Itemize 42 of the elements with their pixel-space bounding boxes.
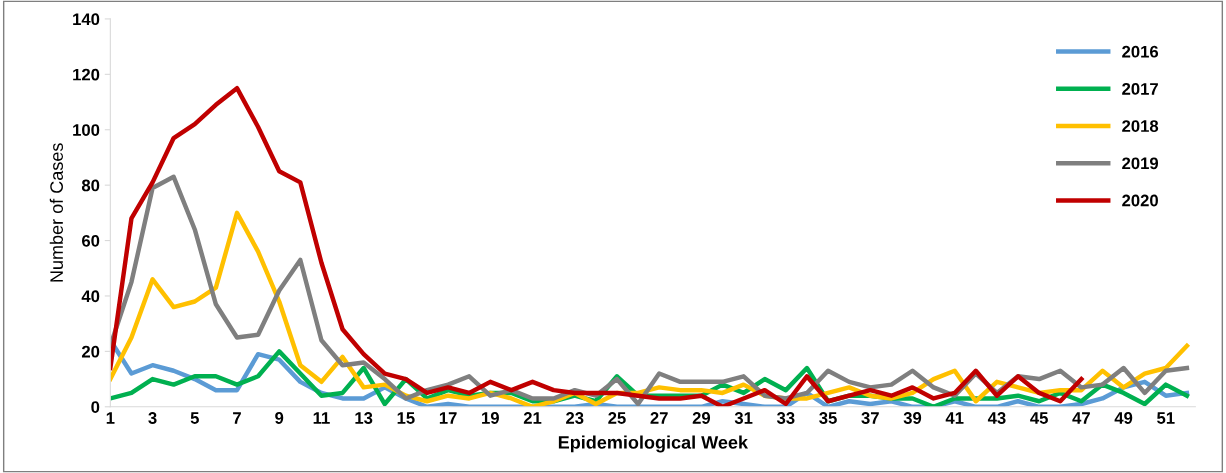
legend-label: 2016 (1122, 45, 1159, 58)
x-tick-label: 43 (987, 412, 1006, 424)
x-tick-label: 27 (650, 412, 668, 424)
y-tick-label: 100 (73, 124, 100, 136)
x-tick-label: 5 (190, 412, 199, 424)
legend-label: 2018 (1122, 120, 1159, 132)
y-tick-label: 120 (73, 68, 100, 81)
x-tick-label: 47 (1072, 412, 1090, 424)
x-tick-label: 35 (819, 412, 837, 424)
x-tick-label: 19 (482, 412, 499, 424)
x-tick-label: 33 (776, 412, 795, 424)
x-tick-label: 31 (734, 412, 753, 424)
legend-label: 2019 (1122, 157, 1159, 170)
x-tick-label: 9 (275, 412, 284, 424)
x-tick-label: 21 (523, 412, 542, 424)
line-series (110, 85, 1084, 407)
y-tick-label: 140 (73, 13, 100, 26)
legend-label: 2020 (1122, 194, 1158, 207)
x-tick-label: 45 (1030, 412, 1048, 424)
x-tick-label: 7 (233, 412, 241, 424)
x-tick-label: 29 (692, 412, 711, 424)
y-tick-label: 0 (91, 401, 100, 413)
x-tick-label: 39 (903, 412, 922, 424)
x-tick-label: 51 (1157, 412, 1175, 424)
x-tick-label: 25 (608, 412, 626, 424)
y-tick-label: 20 (81, 345, 100, 358)
x-axis-title: Epidemiological Week (558, 435, 749, 453)
x-tick-label: 17 (439, 412, 457, 424)
x-tick-label: 15 (397, 412, 415, 424)
x-tick-label: 11 (313, 412, 330, 424)
legend-label: 2017 (1122, 82, 1158, 95)
x-tick-label: 41 (945, 412, 964, 424)
y-tick-label: 80 (81, 179, 100, 192)
y-tick-label: 60 (82, 234, 100, 247)
x-tick-label: 23 (566, 412, 584, 424)
y-tick-label: 40 (81, 290, 100, 303)
x-tick-label: 3 (148, 412, 157, 424)
x-tick-label: 1 (106, 412, 115, 424)
y-axis-title: Number of Cases (49, 143, 63, 282)
x-tick-label: 13 (355, 412, 373, 424)
x-tick-label: 37 (861, 412, 879, 424)
x-tick-label: 49 (1114, 412, 1133, 424)
